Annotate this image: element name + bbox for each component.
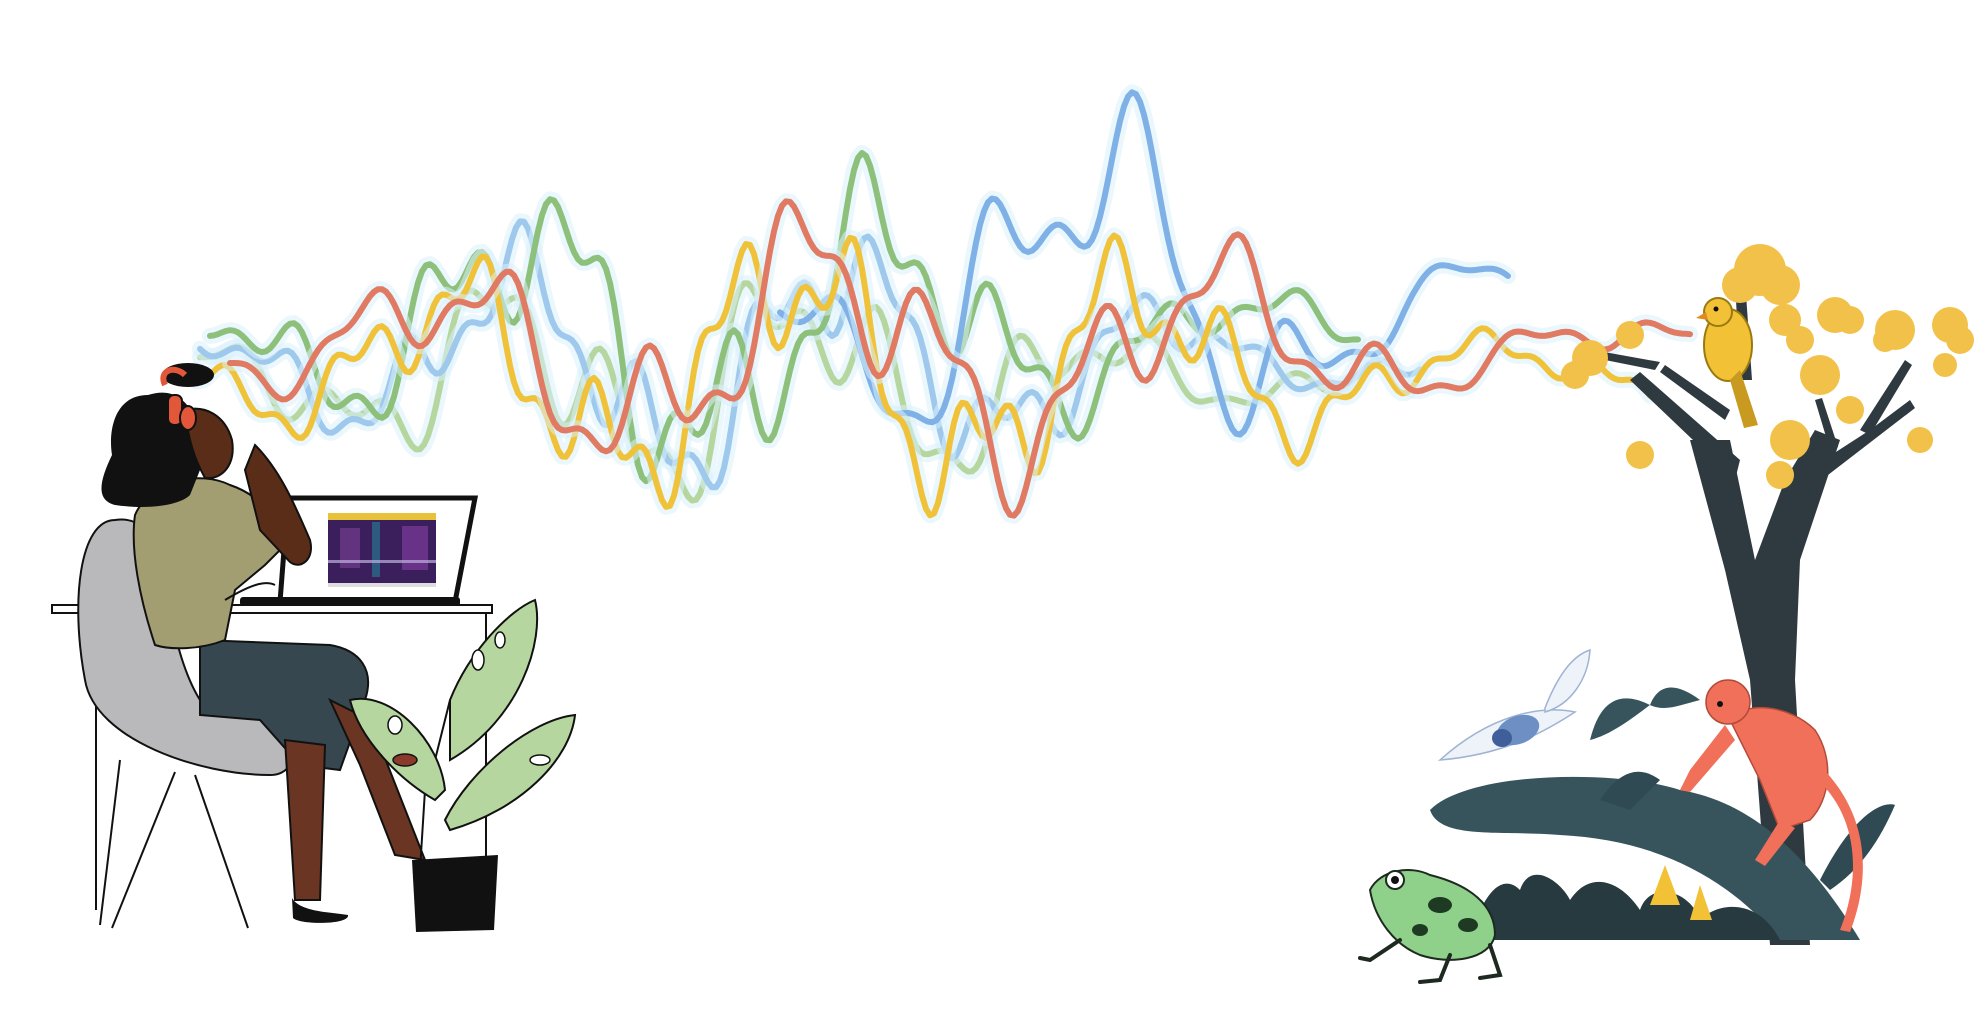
sound-wave-red: [227, 198, 1693, 519]
cicada: [1437, 648, 1591, 761]
laptop: [240, 495, 479, 606]
yellow-bird: [1696, 297, 1758, 428]
listener-scene: [51, 363, 577, 932]
jungle-scene: [1358, 244, 1974, 984]
sound-waves: [182, 84, 1698, 524]
red-monkey: [1680, 679, 1863, 932]
yellow-blossoms: [1561, 244, 1974, 489]
person: [101, 363, 427, 923]
spectrogram-screen: [328, 513, 436, 587]
green-frog: [1358, 869, 1503, 984]
potted-plant: [348, 598, 577, 932]
